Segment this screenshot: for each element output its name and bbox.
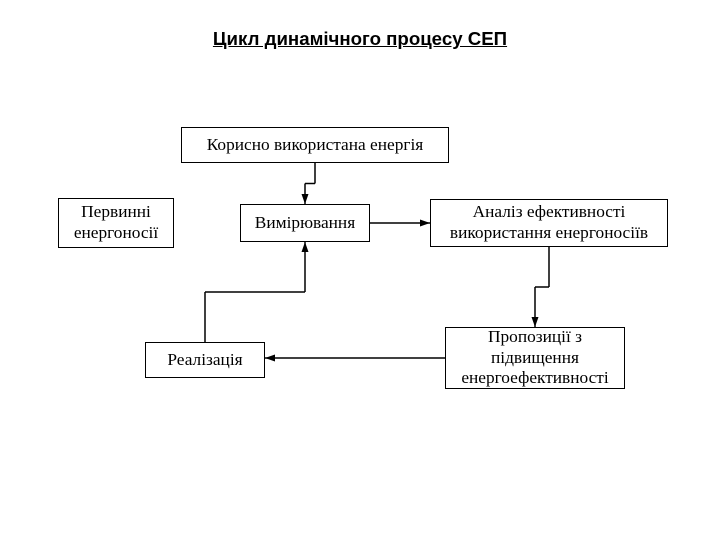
node-label: Корисно використана енергія	[207, 135, 424, 156]
diagram-title: Цикл динамічного процесу СЕП	[0, 28, 720, 50]
node-implementation: Реалізація	[145, 342, 265, 378]
node-measurement: Вимірювання	[240, 204, 370, 242]
node-primary-carriers: Первинні енергоносії	[58, 198, 174, 248]
node-label: Аналіз ефективності використання енергон…	[437, 202, 661, 244]
node-label: Реалізація	[167, 350, 242, 371]
node-useful-energy: Корисно використана енергія	[181, 127, 449, 163]
node-label: Вимірювання	[255, 213, 355, 234]
node-proposals: Пропозиції з підвищення енергоефективнос…	[445, 327, 625, 389]
node-analysis: Аналіз ефективності використання енергон…	[430, 199, 668, 247]
node-label: Первинні енергоносії	[65, 202, 167, 244]
edges-layer	[0, 0, 720, 540]
node-label: Пропозиції з підвищення енергоефективнос…	[452, 327, 618, 389]
diagram-canvas: Цикл динамічного процесу СЕП Корисно вик…	[0, 0, 720, 540]
